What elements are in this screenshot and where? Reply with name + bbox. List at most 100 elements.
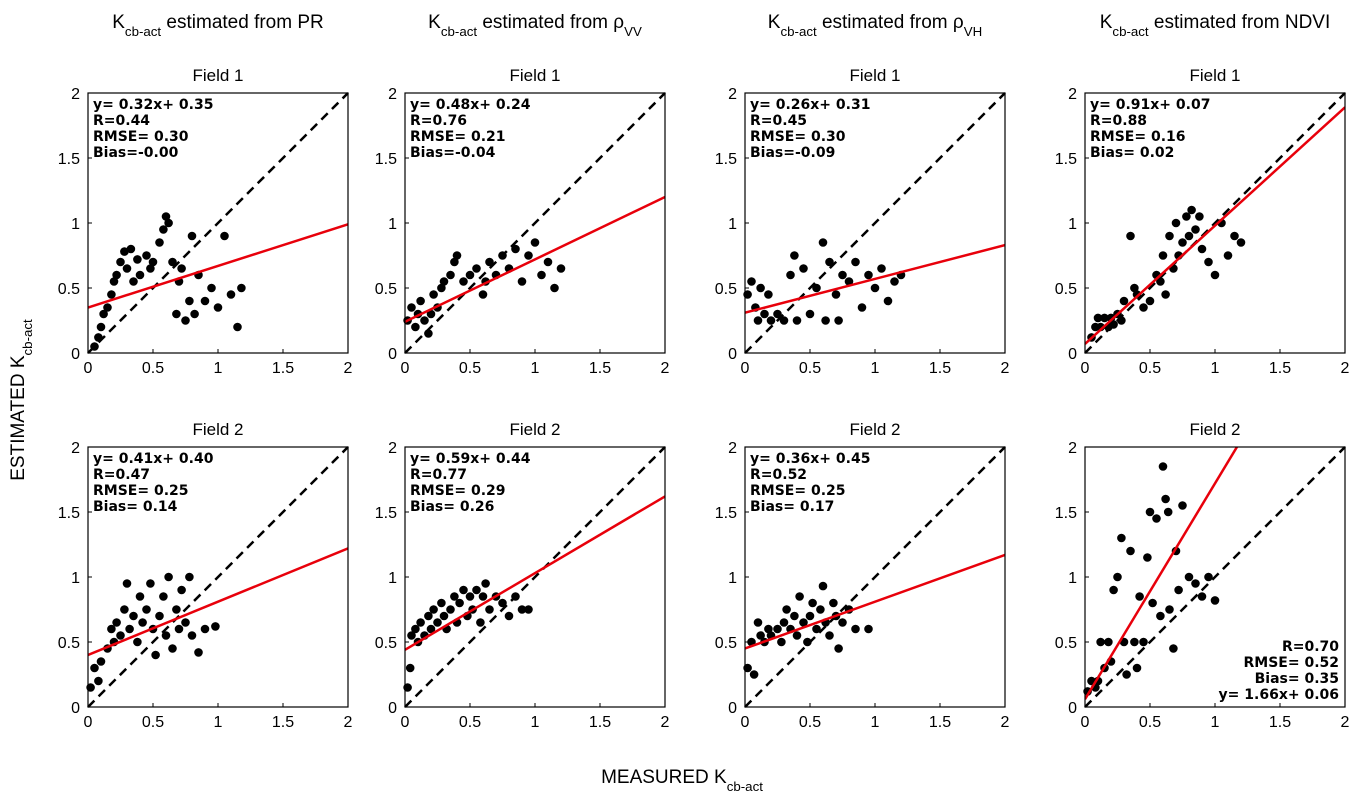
- y-tick-label: 1: [728, 570, 737, 587]
- x-tick-label: 0.5: [1139, 714, 1161, 731]
- stat-annotation: Bias= 0.17: [750, 499, 834, 515]
- y-tick-label: 0: [728, 346, 737, 363]
- point: [1152, 514, 1161, 523]
- point: [1161, 290, 1170, 299]
- point: [517, 277, 527, 286]
- point: [1126, 546, 1135, 556]
- point: [465, 592, 475, 601]
- point: [116, 631, 125, 640]
- plot-frame: [1084, 92, 1346, 354]
- point: [1223, 251, 1233, 260]
- point: [1122, 670, 1131, 679]
- x-tick-label: 0.5: [459, 714, 481, 731]
- panel-title: Field 2: [509, 420, 560, 439]
- point: [135, 592, 145, 601]
- fit-line: [1085, 106, 1345, 345]
- x-tick-label: 1: [871, 360, 880, 377]
- point: [478, 290, 488, 299]
- y-tick-label: 0: [71, 700, 80, 717]
- point: [112, 618, 121, 627]
- point: [511, 592, 520, 601]
- point: [550, 283, 559, 293]
- stat-annotation: y= 0.59x+ 0.44: [410, 451, 531, 467]
- point: [779, 618, 789, 627]
- point: [877, 264, 886, 273]
- point: [812, 624, 821, 634]
- point: [172, 309, 181, 319]
- y-tick-label: 2: [728, 86, 737, 103]
- stat-annotation: Bias= 0.02: [1090, 145, 1174, 161]
- y-tick-label: 2: [71, 86, 80, 103]
- point: [1204, 572, 1213, 582]
- point: [94, 333, 103, 342]
- point: [773, 309, 782, 319]
- point: [805, 611, 815, 621]
- point: [1184, 231, 1194, 241]
- stat-annotation: R=0.70: [1282, 639, 1339, 655]
- y-tick-label: 0: [1068, 346, 1077, 363]
- y-tick-label: 1.5: [715, 505, 737, 522]
- point: [1197, 244, 1207, 254]
- point: [194, 648, 203, 657]
- point: [1178, 238, 1187, 247]
- point: [142, 251, 151, 260]
- column-title-part: cb-act: [125, 24, 162, 39]
- one-to-one-line: [744, 92, 1006, 354]
- point: [211, 622, 220, 631]
- x-tick-label: 0: [1081, 360, 1090, 377]
- point: [407, 631, 416, 640]
- y-tick-label: 2: [728, 440, 737, 457]
- point: [411, 624, 420, 634]
- point: [122, 264, 132, 273]
- point: [94, 676, 103, 686]
- x-tick-label: 0.5: [459, 360, 481, 377]
- x-tick-label: 0: [84, 714, 93, 731]
- point: [146, 264, 155, 273]
- point: [107, 290, 116, 299]
- stat-annotation: RMSE= 0.30: [750, 129, 846, 145]
- point: [112, 270, 121, 280]
- point: [764, 624, 773, 634]
- point: [90, 342, 99, 351]
- point: [1113, 572, 1122, 582]
- column-title-part: estimated from ρ: [477, 12, 624, 33]
- y-tick-label: 0.5: [715, 635, 737, 652]
- point: [1093, 313, 1103, 323]
- plot-frame: [404, 446, 666, 708]
- point: [749, 670, 759, 679]
- point: [407, 303, 416, 312]
- y-tick-label: 0.5: [1055, 281, 1077, 298]
- y-tick-label: 1: [728, 216, 737, 233]
- point: [233, 322, 242, 332]
- point: [133, 637, 142, 647]
- plot-frame: [1084, 446, 1346, 708]
- x-tick-label: 1: [531, 360, 540, 377]
- point: [792, 631, 802, 640]
- y-tick-label: 1: [388, 570, 397, 587]
- point: [1104, 637, 1113, 647]
- point: [446, 270, 455, 280]
- point: [556, 264, 566, 273]
- x-tick-label: 1.5: [929, 714, 951, 731]
- point: [812, 283, 821, 293]
- stat-annotation: Bias=-0.09: [750, 145, 835, 161]
- column-title-part: estimated from PR: [161, 12, 324, 33]
- point: [433, 618, 442, 627]
- point: [459, 585, 468, 595]
- point: [96, 657, 106, 666]
- point: [747, 277, 756, 286]
- x-tick-label: 0: [401, 714, 410, 731]
- stat-annotation: R=0.44: [93, 113, 150, 129]
- point: [1191, 225, 1200, 234]
- x-axis-label-part: cb-act: [727, 779, 764, 794]
- one-to-one-line: [1084, 92, 1346, 354]
- point: [1165, 605, 1174, 614]
- point: [1096, 637, 1105, 647]
- point: [187, 631, 197, 640]
- point: [777, 637, 786, 647]
- point: [416, 618, 425, 627]
- point: [429, 605, 438, 614]
- stat-annotation: y= 1.66x+ 0.06: [1219, 687, 1339, 703]
- point: [779, 316, 789, 325]
- column-title-part: K: [112, 12, 125, 33]
